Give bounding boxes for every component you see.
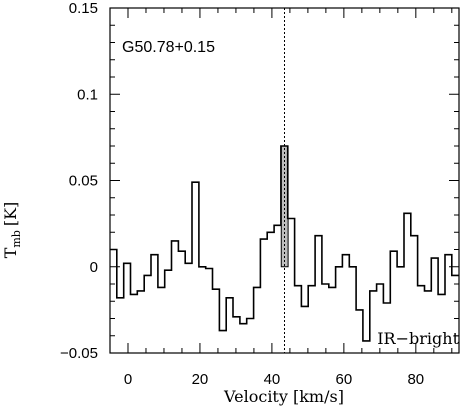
y-axis-title: Tmb [K] bbox=[1, 202, 23, 259]
y-tick-label: 0.1 bbox=[77, 86, 98, 103]
x-tick-label: 80 bbox=[407, 371, 424, 388]
source-label: G50.78+0.15 bbox=[122, 39, 215, 56]
x-tick-label: 0 bbox=[124, 371, 132, 388]
y-axis-title-sub: mb bbox=[10, 230, 23, 247]
x-axis-title: Velocity [km/s] bbox=[223, 387, 344, 406]
y-tick-label: 0.05 bbox=[69, 173, 98, 190]
x-tick-label: 40 bbox=[264, 371, 281, 388]
tick-layer bbox=[109, 7, 459, 354]
svg-text:Tmb[K]: Tmb [K] bbox=[1, 202, 23, 259]
y-axis-title-unit: [K] bbox=[1, 202, 20, 226]
x-tick-label: 60 bbox=[336, 371, 353, 388]
corner-label: IR−bright bbox=[377, 329, 459, 348]
y-tick-label: 0 bbox=[90, 259, 98, 276]
x-tick-label: 20 bbox=[192, 371, 209, 388]
y-tick-label: 0.15 bbox=[69, 0, 98, 17]
tick-label-layer: 0 20 40 60 80 −0.05 0 0.05 0.1 0.15 bbox=[60, 0, 424, 388]
y-tick-label: −0.05 bbox=[60, 345, 98, 362]
y-axis-title-main: T bbox=[1, 247, 20, 258]
